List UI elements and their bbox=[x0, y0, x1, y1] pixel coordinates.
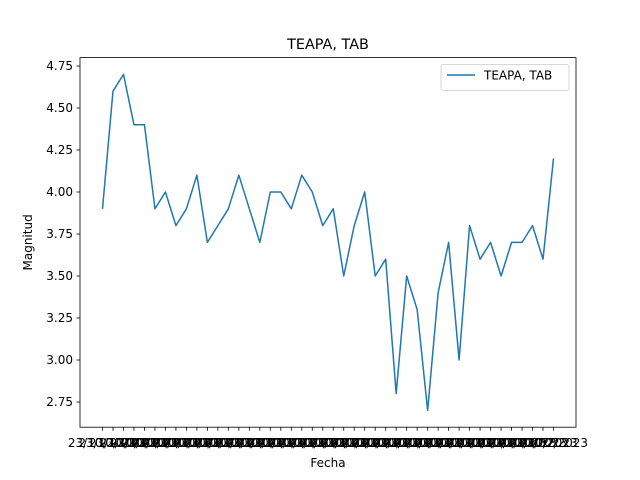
x-tick-label: 23/10/2023 bbox=[257, 436, 326, 450]
x-tick-label: 23/10/2023 bbox=[194, 436, 263, 450]
x-tick-label: 23/10/2023 bbox=[99, 436, 168, 450]
x-tick-label: 23/10/2023 bbox=[351, 436, 420, 450]
x-tick-label: 23/10/2023 bbox=[372, 436, 441, 450]
y-tick-label: 3.50 bbox=[46, 269, 73, 283]
y-tick-label: 3.75 bbox=[46, 227, 73, 241]
x-tick-label: 23/10/2023 bbox=[414, 436, 483, 450]
plot-area bbox=[101, 73, 555, 412]
x-tick-label: 23/10/2023 bbox=[299, 436, 368, 450]
x-tick-label: 23/10/2023 bbox=[288, 436, 357, 450]
y-tick-label: 3.25 bbox=[46, 311, 73, 325]
x-tick-label: 23/10/2023 bbox=[341, 436, 410, 450]
legend-entry-label: TEAPA, TAB bbox=[483, 69, 552, 83]
x-tick-label: 23/10/2023 bbox=[183, 436, 252, 450]
x-tick-label: 23/10/2023 bbox=[456, 436, 525, 450]
x-axis: 23/10/202323/10/202323/10/202323/10/2023… bbox=[68, 427, 588, 450]
x-tick-label: 23/10/2023 bbox=[225, 436, 294, 450]
x-tick-label: 23/10/2023 bbox=[141, 436, 210, 450]
y-axis-label: Magnitud bbox=[21, 214, 35, 270]
x-tick-label: 23/10/2023 bbox=[246, 436, 315, 450]
x-tick-label: 23/10/2023 bbox=[425, 436, 494, 450]
x-axis-label: Fecha bbox=[310, 456, 345, 470]
x-tick-label: 23/10/2023 bbox=[435, 436, 504, 450]
y-tick-label: 2.75 bbox=[46, 395, 73, 409]
y-tick-label: 4.50 bbox=[46, 101, 73, 115]
y-tick-label: 4.75 bbox=[46, 59, 73, 73]
x-tick-label: 23/10/2023 bbox=[309, 436, 378, 450]
y-tick-label: 4.00 bbox=[46, 185, 73, 199]
x-tick-label: 23/10/2023 bbox=[330, 436, 399, 450]
x-tick-label: 23/10/2023 bbox=[498, 436, 567, 450]
x-tick-label: 23/10/2023 bbox=[131, 436, 200, 450]
x-tick-label: 23/10/2023 bbox=[89, 436, 158, 450]
x-tick-label: 23/10/2023 bbox=[215, 436, 284, 450]
x-tick-label: 23/10/2023 bbox=[78, 436, 147, 450]
axes-frame bbox=[79, 57, 577, 428]
x-tick-label: 23/10/2023 bbox=[404, 436, 473, 450]
y-tick-label: 4.25 bbox=[46, 143, 73, 157]
x-tick-label: 23/10/2023 bbox=[278, 436, 347, 450]
x-tick-label: 23/10/2023 bbox=[152, 436, 221, 450]
x-tick-label: 23/10/2023 bbox=[445, 436, 514, 450]
legend: TEAPA, TAB bbox=[440, 64, 570, 91]
x-tick-label: 23/10/2023 bbox=[162, 436, 231, 450]
x-tick-label: 23/10/2023 bbox=[267, 436, 336, 450]
series-line-teapa-tab bbox=[101, 73, 555, 412]
y-tick-label: 3.00 bbox=[46, 353, 73, 367]
x-tick-label: 23/10/2023 bbox=[508, 436, 577, 450]
x-tick-label: 23/10/2023 bbox=[393, 436, 462, 450]
chart-title: TEAPA, TAB bbox=[286, 37, 369, 53]
x-tick-label: 23/10/2023 bbox=[173, 436, 242, 450]
x-tick-label: 23/10/2023 bbox=[477, 436, 546, 450]
x-tick-label: 23/10/2023 bbox=[110, 436, 179, 450]
x-tick-label-first: 23/10/2023 bbox=[68, 436, 137, 450]
x-tick-label: 23/10/2023 bbox=[383, 436, 452, 450]
legend-box bbox=[440, 64, 570, 91]
x-tick-label: 23/10/2023 bbox=[204, 436, 273, 450]
x-tick-label: 23/10/2023 bbox=[362, 436, 431, 450]
y-axis: 2.75 3.00 3.25 3.50 3.75 4.00 4.25 4.50 4.75 bbox=[46, 59, 80, 409]
x-tick-label: 23/10/2023 bbox=[236, 436, 305, 450]
x-tick-label: 23/10/2023 bbox=[466, 436, 535, 450]
x-tick-label-last: 23/02/2023 bbox=[519, 436, 588, 450]
x-tick-label: 23/10/2023 bbox=[487, 436, 556, 450]
x-tick-label: 23/10/2023 bbox=[120, 436, 189, 450]
x-tick-label: 23/10/2023 bbox=[320, 436, 389, 450]
